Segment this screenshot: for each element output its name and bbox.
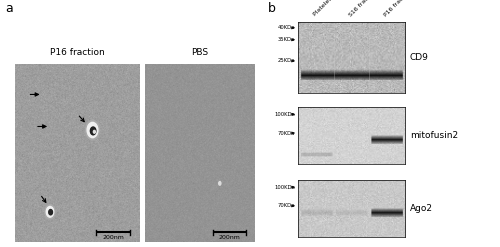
- Text: 25KDa: 25KDa: [278, 59, 295, 63]
- Text: 200nm: 200nm: [219, 235, 240, 240]
- Circle shape: [49, 209, 52, 215]
- Text: 100KDa: 100KDa: [274, 112, 295, 117]
- Circle shape: [86, 120, 100, 140]
- Text: P16 fraction: P16 fraction: [383, 0, 414, 17]
- Text: b: b: [268, 2, 276, 16]
- Circle shape: [90, 127, 96, 135]
- Text: CD9: CD9: [410, 53, 429, 62]
- Circle shape: [45, 205, 55, 219]
- Text: mitofusin2: mitofusin2: [410, 131, 458, 140]
- Circle shape: [87, 122, 98, 138]
- Text: 35KDa: 35KDa: [278, 37, 295, 42]
- Text: Ago2: Ago2: [410, 204, 433, 213]
- Text: 70KDa: 70KDa: [278, 203, 295, 208]
- Text: a: a: [5, 2, 13, 16]
- Text: 200nm: 200nm: [102, 235, 124, 240]
- Text: 40KDa: 40KDa: [278, 25, 295, 30]
- Text: P16 fraction: P16 fraction: [50, 48, 105, 57]
- Text: S16 fraction: S16 fraction: [348, 0, 378, 17]
- Text: PBS: PBS: [192, 48, 208, 57]
- Circle shape: [46, 206, 54, 217]
- Text: Platelet depleted plasma: Platelet depleted plasma: [312, 0, 372, 17]
- Text: 100KDa: 100KDa: [274, 185, 295, 190]
- Circle shape: [218, 182, 221, 185]
- Circle shape: [94, 130, 96, 133]
- Text: 70KDa: 70KDa: [278, 130, 295, 136]
